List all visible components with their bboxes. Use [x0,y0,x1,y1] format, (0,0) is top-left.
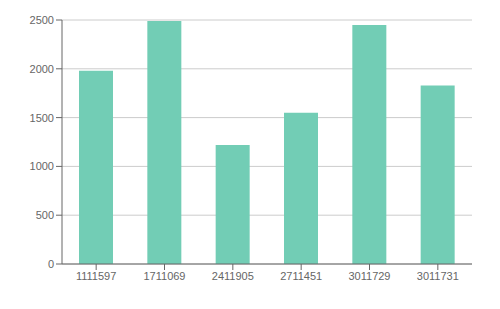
svg-text:2500: 2500 [30,14,54,26]
svg-text:1111597: 1111597 [76,270,116,282]
svg-text:2411905: 2411905 [212,270,254,282]
svg-text:3011729: 3011729 [348,270,390,282]
svg-text:1000: 1000 [30,160,54,172]
svg-text:3011731: 3011731 [417,270,459,282]
svg-text:500: 500 [36,209,54,221]
svg-text:0: 0 [48,258,54,270]
svg-text:1500: 1500 [30,112,54,124]
svg-text:2711451: 2711451 [280,270,322,282]
svg-text:1711069: 1711069 [143,270,185,282]
svg-text:2000: 2000 [30,63,54,75]
